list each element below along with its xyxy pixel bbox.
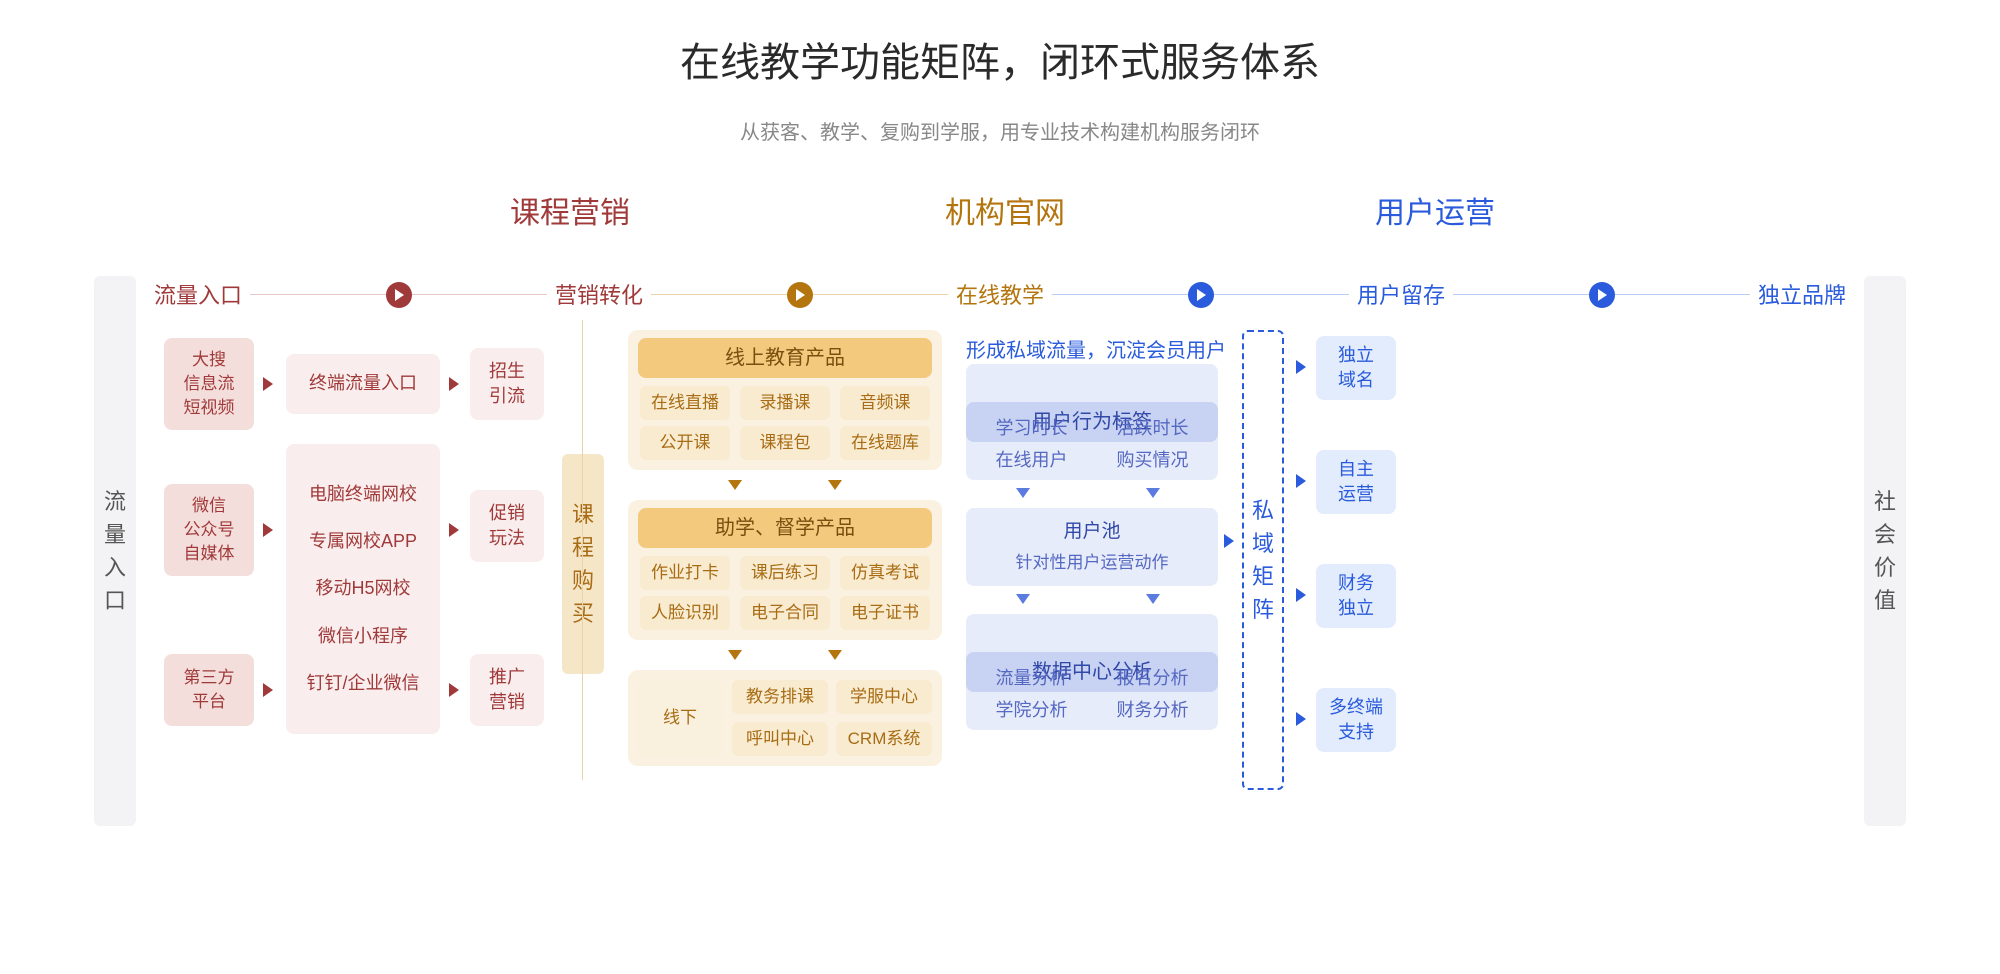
teach-online-title: 线上教育产品 <box>638 338 932 378</box>
arrow-icon <box>1296 588 1306 602</box>
teach-assist-title: 助学、督学产品 <box>638 508 932 548</box>
section-site: 机构官网 <box>790 188 1220 232</box>
sh-teach: 在线教学 <box>956 278 1044 310</box>
terminal-entry: 终端流量入口 <box>286 354 440 414</box>
arrow-icon <box>449 683 459 697</box>
chip: 电子证书 <box>840 596 930 630</box>
arrow-icon <box>728 650 742 660</box>
ops-note: 形成私域流量，沉淀会员用户 <box>966 334 1226 363</box>
arrow-icon <box>828 650 842 660</box>
conv-recruit: 招生 引流 <box>470 348 544 420</box>
divider <box>582 320 583 780</box>
terminal-ding: 钉钉/企业微信 <box>306 671 419 696</box>
brand-multi: 多终端 支持 <box>1316 688 1396 752</box>
terminal-list: 电脑终端网校 专属网校APP 移动H5网校 微信小程序 钉钉/企业微信 <box>286 444 440 734</box>
stat: 财务分析 <box>1107 696 1198 722</box>
tag: 在线用户 <box>986 446 1077 472</box>
chip: 人脸识别 <box>640 596 730 630</box>
chip: 电子合同 <box>740 596 830 630</box>
chip: 学服中心 <box>836 680 932 714</box>
conv-spread: 推广 营销 <box>470 654 544 726</box>
terminal-h5: 移动H5网校 <box>315 576 410 601</box>
arrow-icon <box>728 480 742 490</box>
chip: CRM系统 <box>836 722 932 756</box>
play-icon <box>787 282 813 308</box>
chip: 课后练习 <box>740 556 830 590</box>
sh-retain: 用户留存 <box>1357 278 1445 310</box>
arrow-icon <box>1146 594 1160 604</box>
arrow-icon <box>1016 488 1030 498</box>
arrow-icon <box>1146 488 1160 498</box>
tag: 活跃时长 <box>1107 414 1198 440</box>
chip: 作业打卡 <box>640 556 730 590</box>
section-headers: 课程营销 机构官网 用户运营 <box>0 188 2000 232</box>
pillar-traffic: 流量入口 <box>94 276 136 826</box>
brand-finance: 财务 独立 <box>1316 564 1396 628</box>
stat: 学院分析 <box>986 696 1077 722</box>
ops-pool-title: 用户池 <box>1063 519 1120 546</box>
play-icon <box>1188 282 1214 308</box>
arrow-icon <box>1016 594 1030 604</box>
play-icon <box>386 282 412 308</box>
chip: 公开课 <box>640 426 730 460</box>
chip: 教务排课 <box>732 680 828 714</box>
section-marketing: 课程营销 <box>350 188 790 232</box>
sh-traffic: 流量入口 <box>154 278 242 310</box>
arrow-icon <box>449 377 459 391</box>
sh-convert: 营销转化 <box>555 278 643 310</box>
page-title: 在线教学功能矩阵，闭环式服务体系 <box>0 0 2000 88</box>
brand-domain: 独立 域名 <box>1316 336 1396 400</box>
teach-offline-label: 线下 <box>638 680 722 756</box>
arrow-icon <box>263 683 273 697</box>
pillar-purchase: 课程购买 <box>562 454 604 674</box>
chip: 在线题库 <box>840 426 930 460</box>
stat: 报名分析 <box>1107 664 1198 690</box>
src-3rd: 第三方 平台 <box>164 654 254 726</box>
conv-promo: 促销 玩法 <box>470 490 544 562</box>
arrow-icon <box>449 523 459 537</box>
sh-brand: 独立品牌 <box>1758 278 1846 310</box>
src-wechat: 微信 公众号 自媒体 <box>164 484 254 576</box>
brand-self: 自主 运营 <box>1316 450 1396 514</box>
play-icon <box>1589 282 1615 308</box>
section-ops: 用户运营 <box>1220 188 1650 232</box>
subheader-row: 流量入口 营销转化 在线教学 用户留存 独立品牌 <box>94 278 1906 310</box>
ops-pool-sub: 针对性用户运营动作 <box>1016 551 1169 575</box>
arrow-icon <box>1296 712 1306 726</box>
arrow-icon <box>263 523 273 537</box>
arrow-icon <box>1296 474 1306 488</box>
src-search: 大搜 信息流 短视频 <box>164 338 254 430</box>
pillar-value: 社会价值 <box>1864 276 1906 826</box>
ops-data-grid: 流量分析 报名分析 学院分析 财务分析 <box>986 664 1198 722</box>
tag: 购买情况 <box>1107 446 1198 472</box>
ops-tags-grid: 学习时长 活跃时长 在线用户 购买情况 <box>986 414 1198 472</box>
stat: 流量分析 <box>986 664 1077 690</box>
chip: 仿真考试 <box>840 556 930 590</box>
arrow-icon <box>263 377 273 391</box>
pillar-private: 私域矩阵 <box>1242 330 1284 790</box>
arrow-icon <box>1224 534 1234 548</box>
page-subtitle: 从获客、教学、复购到学服，用专业技术构建机构服务闭环 <box>0 116 2000 145</box>
terminal-mini: 微信小程序 <box>318 624 408 649</box>
chip: 录播课 <box>740 386 830 420</box>
chip: 课程包 <box>740 426 830 460</box>
tag: 学习时长 <box>986 414 1077 440</box>
terminal-pc: 电脑终端网校 <box>309 482 417 507</box>
chip: 呼叫中心 <box>732 722 828 756</box>
arrow-icon <box>828 480 842 490</box>
terminal-app: 专属网校APP <box>309 529 417 554</box>
ops-pool: 用户池 针对性用户运营动作 <box>966 508 1218 586</box>
chip: 音频课 <box>840 386 930 420</box>
arrow-icon <box>1296 360 1306 374</box>
chip: 在线直播 <box>640 386 730 420</box>
